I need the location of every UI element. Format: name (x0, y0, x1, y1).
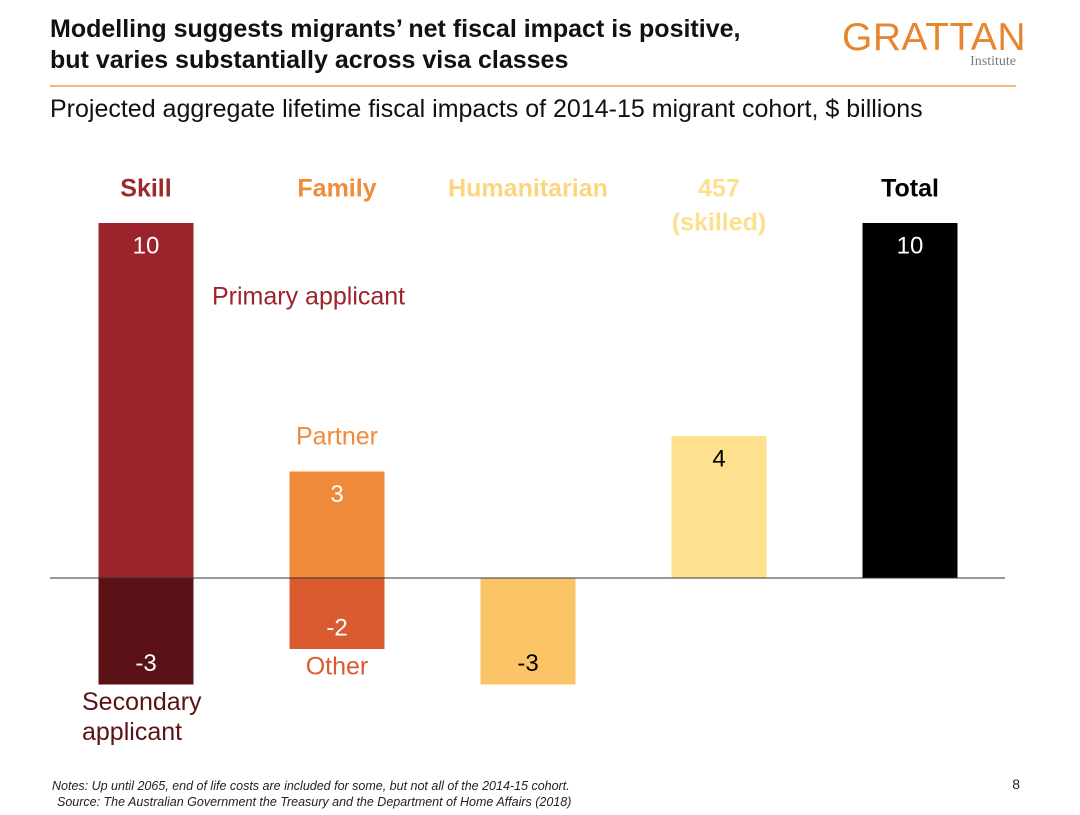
category-label-family: Family (297, 175, 376, 203)
value-label-457-skilled: 4 (712, 445, 725, 472)
category-label-457-skilled: (skilled) (672, 209, 766, 237)
source-text: Source: The Australian Government the Tr… (57, 795, 572, 809)
slide-title: Modelling suggests migrants’ net fiscal … (50, 14, 840, 76)
value-label-family-other: -2 (326, 614, 347, 641)
chart-subtitle: Projected aggregate lifetime fiscal impa… (50, 95, 923, 123)
value-label-family-partner: 3 (330, 481, 343, 508)
category-label-total: Total (881, 175, 939, 203)
segment-name-secondary-applicant: Secondary applicant (82, 688, 202, 746)
segment-name-partner: Partner (296, 423, 378, 451)
value-label-skill-secondary-applicant: -3 (135, 650, 156, 677)
category-label-humanitarian: Humanitarian (448, 175, 608, 203)
bar-family-partner (289, 471, 385, 578)
value-label-total: 10 (897, 232, 924, 259)
category-label-skill: Skill (120, 175, 171, 203)
notes-text: Notes: Up until 2065, end of life costs … (52, 779, 570, 793)
bar-457-skilled (671, 436, 767, 578)
title-divider (50, 85, 1016, 87)
category-label-457-skilled: 457 (698, 175, 740, 203)
segment-name-primary-applicant: Primary applicant (212, 283, 405, 311)
title-line-2: but varies substantially across visa cla… (50, 46, 569, 74)
bar-family-other (289, 578, 385, 649)
footnotes: Notes: Up until 2065, end of life costs … (52, 778, 571, 810)
value-label-humanitarian: -3 (517, 650, 538, 677)
grattan-logo: GRATTAN Institute (842, 16, 1027, 70)
bar-humanitarian (480, 578, 576, 685)
page-number: 8 (1012, 776, 1020, 792)
title-line-1: Modelling suggests migrants’ net fiscal … (50, 15, 741, 43)
bar-skill-primary-applicant (98, 223, 194, 578)
value-label-skill-primary-applicant: 10 (133, 232, 160, 259)
logo-subtitle: Institute (970, 54, 1016, 69)
bar-total (862, 223, 958, 578)
logo-wordmark: GRATTAN (842, 16, 1027, 59)
segment-name-other: Other (306, 653, 369, 681)
bar-skill-secondary-applicant (98, 578, 194, 685)
